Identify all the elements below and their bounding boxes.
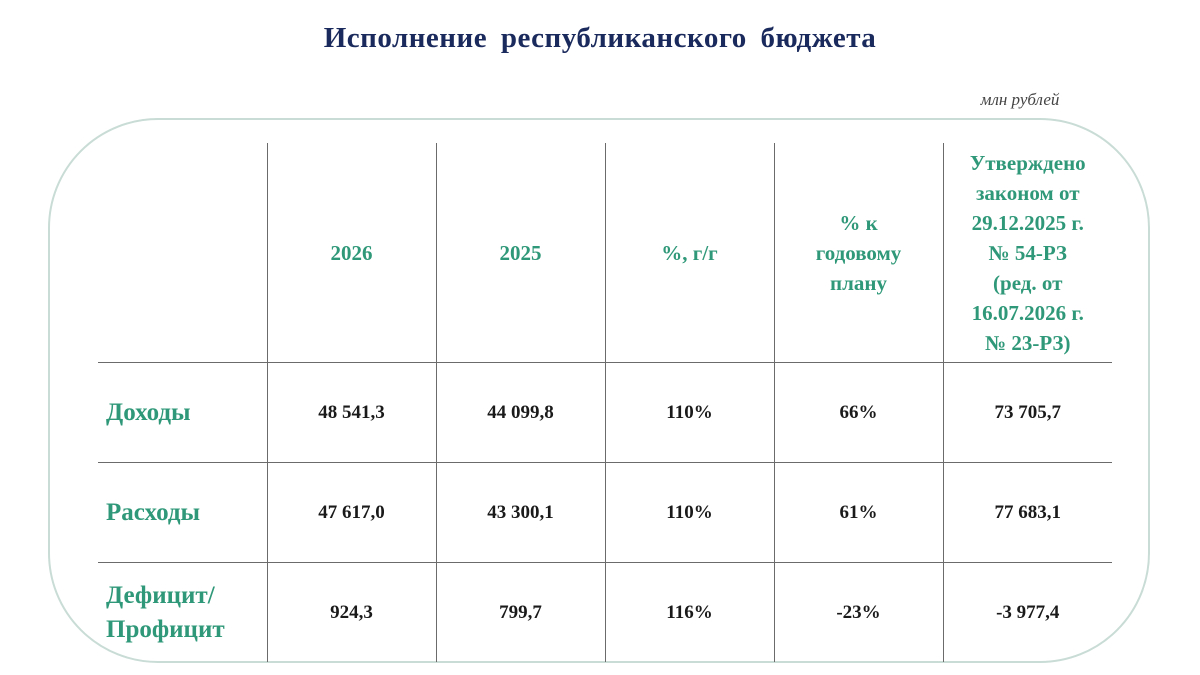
table-cell: 110% (604, 362, 774, 463)
table-cell: 924,3 (266, 562, 436, 662)
table-frame (48, 118, 1150, 663)
column-header: 2026 (266, 143, 436, 363)
table-body: Доходы 48 541,3 44 099,8 110% 66% 73 705,7 Рас… (98, 362, 1112, 662)
table-row: Доходы 48 541,3 44 099,8 110% 66% 73 705,7 (98, 362, 1112, 463)
table-row: Дефицит/ Профицит 924,3 799,7 116% -23% -3 97… (98, 562, 1112, 662)
table-cell: -3 977,4 (942, 562, 1112, 662)
table-cell: -23% (773, 562, 943, 662)
row-label: Расходы (98, 462, 267, 563)
table-cell: 44 099,8 (435, 362, 605, 463)
page-title: Исполнение республиканского бюджета (323, 22, 877, 54)
table-cell: 61% (773, 462, 943, 563)
unit-note: млн рублей (980, 90, 1060, 109)
header-row: 2026 2025%, г/г% к годовому плану Утвержде… (98, 143, 1112, 363)
row-label: Доходы (98, 362, 267, 463)
table-cell: 73 705,7 (942, 362, 1112, 463)
table-cell: 66% (773, 362, 943, 463)
table-cell: 799,7 (435, 562, 605, 662)
column-header: % к годовому плану (773, 143, 943, 363)
table-cell: 48 541,3 (266, 362, 436, 463)
table-cell: 47 617,0 (266, 462, 436, 563)
table-cell: 43 300,1 (435, 462, 605, 563)
column-header: 2025 (435, 143, 605, 363)
corner-cell (98, 143, 267, 363)
column-header: %, г/г (604, 143, 774, 363)
table-cell: 116% (604, 562, 774, 662)
table-cell: 110% (604, 462, 774, 563)
table-row: Расходы 47 617,0 43 300,1 110% 61% 77 683,1 (98, 462, 1112, 563)
row-label: Дефицит/ Профицит (98, 562, 267, 662)
table-cell: 77 683,1 (942, 462, 1112, 563)
column-header: Утверждено законом от 29.12.2025 г. № 54… (942, 143, 1112, 363)
budget-table: 2026 2025%, г/г% к годовому плану Утвержде… (98, 143, 1112, 662)
